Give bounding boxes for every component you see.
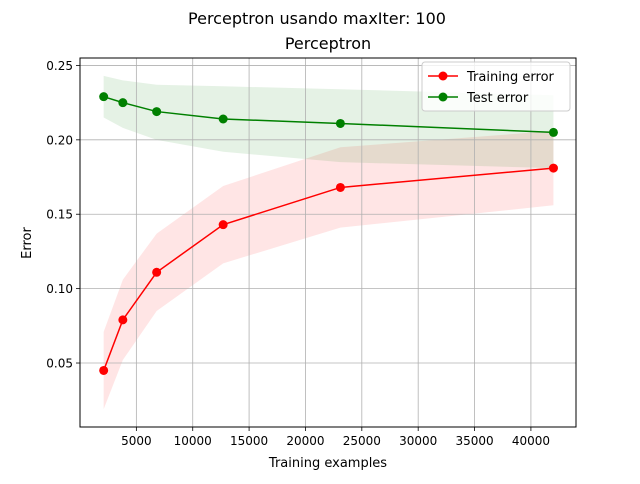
y-tick-label: 0.10 (46, 282, 73, 296)
plot-frame (79, 57, 577, 428)
legend-marker-test-error (438, 92, 448, 102)
legend-label-test-error: Test error (466, 91, 529, 106)
data-point-test-error (152, 107, 162, 117)
y-tick-label: 0.15 (46, 208, 73, 222)
y-tick-label: 0.25 (46, 59, 73, 73)
x-tick-label: 35000 (455, 434, 493, 448)
x-tick-label: 20000 (286, 434, 324, 448)
data-point-test-error (335, 118, 345, 128)
series-lines (99, 92, 558, 375)
x-axis-label: Training examples (268, 456, 387, 471)
y-tick-label: 0.05 (46, 357, 73, 371)
x-tick-label: 25000 (343, 434, 381, 448)
legend-marker-training-error (438, 71, 448, 81)
y-tick-label: 0.20 (46, 133, 73, 147)
data-point-test-error (548, 127, 558, 137)
x-tick-label: 10000 (174, 434, 212, 448)
data-point-training-error (548, 163, 558, 173)
legend-box (421, 61, 571, 112)
series-line-training-error (102, 167, 554, 371)
chart-title: Perceptron (285, 34, 371, 53)
legend-label-training-error: Training error (466, 70, 555, 85)
figure-suptitle: Perceptron usando maxIter: 100 (188, 9, 446, 28)
legend: Training error Test error (421, 61, 571, 112)
y-axis-ticks: 0.05 0.10 0.15 0.20 0.25 (46, 59, 80, 371)
data-point-training-error (335, 182, 345, 192)
x-axis-ticks: 5000 10000 15000 20000 25000 30000 35000 40000 (121, 427, 550, 448)
data-point-training-error (152, 267, 162, 277)
data-point-test-error (99, 92, 109, 102)
data-point-training-error (218, 220, 228, 230)
x-tick-label: 5000 (121, 434, 152, 448)
data-point-test-error (118, 98, 128, 108)
x-tick-label: 15000 (230, 434, 268, 448)
band-training-error (103, 130, 554, 410)
data-point-training-error (118, 315, 128, 325)
data-point-test-error (218, 114, 228, 124)
x-tick-label: 30000 (399, 434, 437, 448)
data-point-training-error (99, 365, 109, 375)
x-tick-label: 40000 (512, 434, 550, 448)
y-axis-label: Error (20, 227, 35, 259)
